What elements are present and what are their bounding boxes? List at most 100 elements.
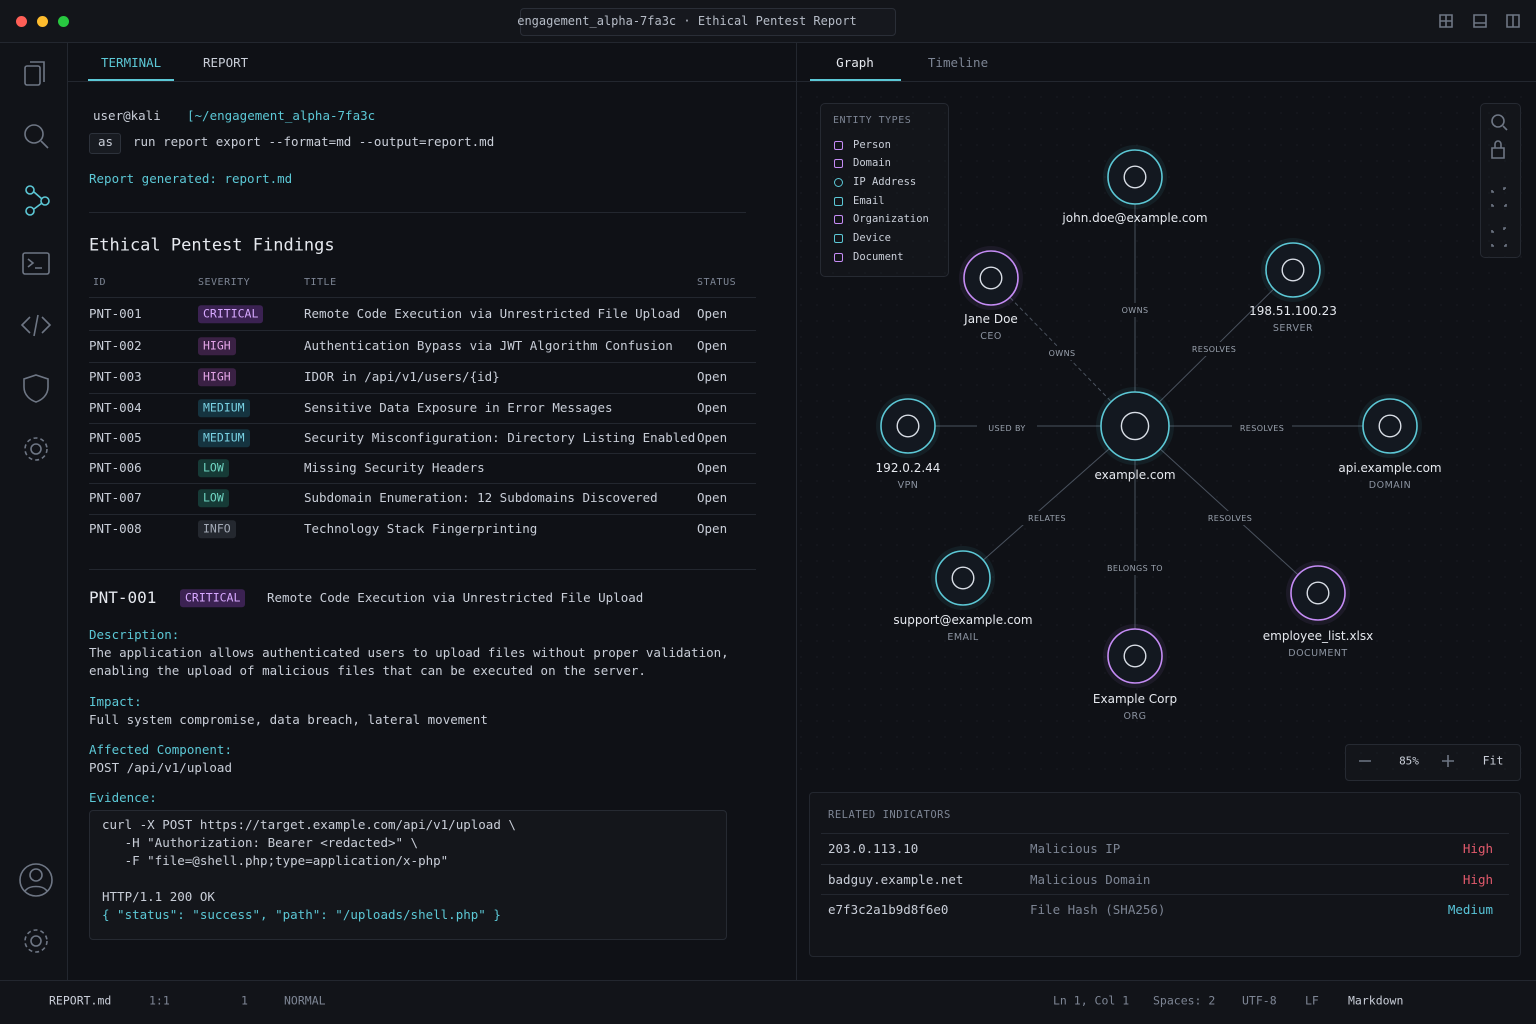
node-glow[interactable] <box>1103 624 1167 688</box>
legend-icon <box>834 215 843 224</box>
edge-label-bg <box>1232 421 1292 435</box>
tab: TERMINAL <box>101 54 162 70</box>
edge-label: RELATES <box>1028 514 1066 523</box>
node-glow[interactable] <box>959 246 1023 310</box>
node-glow[interactable] <box>931 546 995 610</box>
legend-icon <box>834 234 843 243</box>
node-glow[interactable] <box>1286 561 1350 625</box>
node-icon[interactable] <box>896 414 920 438</box>
command: run report export --format=md --output=r… <box>133 133 495 149</box>
minimize-button[interactable] <box>37 16 48 27</box>
edge-label-bg <box>1032 346 1092 360</box>
node-icon[interactable] <box>1378 414 1402 438</box>
legend-icon <box>834 253 843 262</box>
row-separator <box>821 833 1509 834</box>
edge-label-bg <box>977 421 1037 435</box>
indicator-type: Malicious IP <box>1030 840 1121 856</box>
graph-node[interactable] <box>963 250 1019 306</box>
node-glow[interactable] <box>876 394 940 458</box>
legend-icon <box>834 141 843 150</box>
maximize-button[interactable] <box>58 16 69 27</box>
node-icon[interactable] <box>1120 411 1150 441</box>
indicator-type: File Hash (SHA256) <box>1030 901 1166 917</box>
finding-id: PNT-001 <box>89 305 142 321</box>
node-sublabel: EMAIL <box>947 632 978 643</box>
code-line: HTTP/1.1 200 OK <box>102 888 215 904</box>
legend-icon <box>834 178 843 187</box>
graph-node[interactable] <box>1107 149 1163 205</box>
row-separator <box>821 864 1509 865</box>
severity-badge: HIGH <box>198 337 236 355</box>
graph-node[interactable] <box>935 550 991 606</box>
column-header: TITLE <box>304 277 337 288</box>
edge-label-bg <box>1200 511 1260 525</box>
severity-badge: LOW <box>198 459 229 477</box>
prompt-path: [~/engagement_alpha-7fa3c <box>187 107 376 123</box>
window-tab[interactable] <box>520 8 896 36</box>
row-separator <box>89 423 756 424</box>
node-glow[interactable] <box>1358 394 1422 458</box>
close-button[interactable] <box>16 16 27 27</box>
finding-title: Missing Security Headers <box>304 459 485 475</box>
node-icon[interactable] <box>951 566 975 590</box>
finding-id: PNT-003 <box>89 368 142 384</box>
status-item: 1:1 <box>149 993 170 1008</box>
node-icon[interactable] <box>1281 258 1305 282</box>
finding-title: Remote Code Execution via Unrestricted F… <box>304 305 681 321</box>
status-item: REPORT.md <box>49 993 112 1008</box>
node-icon[interactable] <box>1306 581 1330 605</box>
node-label: support@example.com <box>893 613 1032 627</box>
severity-badge: CRITICAL <box>198 305 264 323</box>
status-item: Spaces: 2 <box>1153 993 1216 1008</box>
row-separator <box>89 513 756 515</box>
node-glow[interactable] <box>1103 145 1167 209</box>
legend-item: Organization <box>853 212 929 225</box>
status-item: 1 <box>241 993 248 1008</box>
indicator-severity: Medium <box>1447 901 1493 917</box>
activity-bar <box>0 43 68 980</box>
finding-title: IDOR in /api/v1/users/{id} <box>304 368 500 384</box>
code-block <box>89 810 727 940</box>
graph-node[interactable] <box>1107 628 1163 684</box>
indicator-value: badguy.example.net <box>828 871 964 887</box>
command-badge: as <box>98 133 114 149</box>
node-glow[interactable] <box>1261 238 1325 302</box>
node-label: example.com <box>1094 468 1175 482</box>
finding-status: Open <box>697 459 728 475</box>
finding-title: Subdomain Enumeration: 12 Subdomains Dis… <box>304 489 658 505</box>
code-line: curl -X POST https://target.example.com/… <box>102 816 516 832</box>
graph-edge <box>1134 425 1319 594</box>
finding-id: PNT-008 <box>89 520 142 536</box>
row-separator <box>89 361 756 363</box>
finding-id: PNT-004 <box>89 399 142 415</box>
graph-edge <box>990 277 1136 427</box>
finding-status: Open <box>697 305 728 321</box>
section-label: Description: <box>89 626 180 642</box>
left-tab-bar <box>68 43 796 82</box>
node-icon[interactable] <box>979 266 1003 290</box>
node-icon[interactable] <box>1123 644 1147 668</box>
description-line: The application allows authenticated use… <box>89 644 729 660</box>
legend-title: ENTITY TYPES <box>833 115 912 126</box>
row-separator <box>89 330 756 331</box>
node-sublabel: VPN <box>898 480 919 491</box>
node-icon[interactable] <box>1123 165 1147 189</box>
node-label: api.example.com <box>1338 461 1441 475</box>
graph-node[interactable] <box>1290 565 1346 621</box>
node-glow[interactable] <box>1096 387 1174 465</box>
edge-label: RESOLVES <box>1240 424 1284 433</box>
severity-badge: INFO <box>198 520 236 538</box>
tab: Graph <box>836 54 874 70</box>
graph-node[interactable] <box>1362 398 1418 454</box>
right-tab-bar <box>797 43 1536 82</box>
edge-label: OWNS <box>1049 349 1076 358</box>
divider <box>89 569 756 570</box>
status-item: LF <box>1305 993 1319 1008</box>
graph-node[interactable] <box>1100 391 1170 461</box>
tab-underline <box>810 79 901 81</box>
edge-label: RESOLVES <box>1192 345 1236 354</box>
indicators-panel <box>809 792 1521 957</box>
graph-node[interactable] <box>880 398 936 454</box>
graph-node[interactable] <box>1265 242 1321 298</box>
